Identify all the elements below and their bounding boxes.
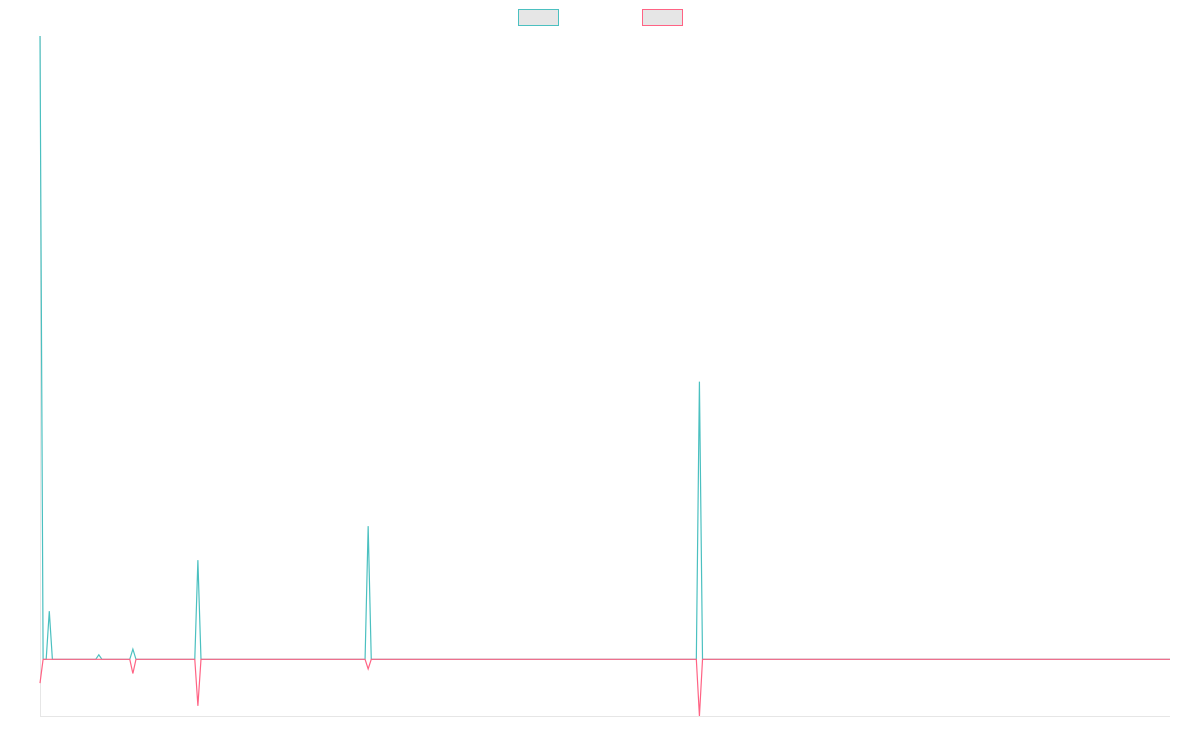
series-layer xyxy=(39,35,1170,717)
legend-swatch-2[interactable] xyxy=(642,9,683,26)
legend xyxy=(518,9,683,26)
legend-swatch-1[interactable] xyxy=(518,9,559,26)
series-line-1 xyxy=(39,35,1170,660)
series-line-2 xyxy=(39,658,1170,717)
